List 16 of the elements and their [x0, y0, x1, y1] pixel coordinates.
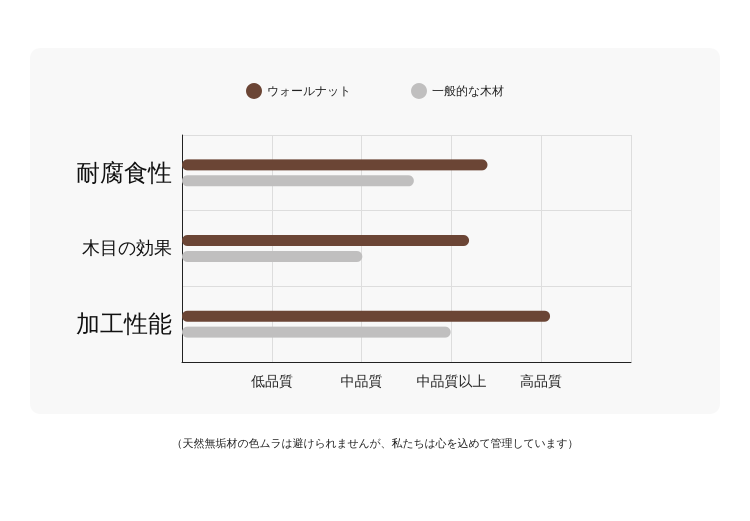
bar	[182, 235, 470, 246]
text: 中品質	[340, 374, 383, 390]
y-tick-label: 耐腐食性	[76, 158, 172, 187]
text: 高品質	[520, 374, 562, 390]
legend-label: 一般的な木材	[432, 84, 504, 98]
y-tick-label: 加工性能	[76, 310, 172, 338]
legend-label: ウォールナット	[267, 84, 351, 98]
bar	[182, 250, 362, 262]
bar	[182, 159, 488, 170]
bar	[182, 310, 550, 322]
text: 低品質	[250, 374, 293, 390]
text: 中品質以上	[416, 374, 486, 390]
bar	[182, 175, 414, 186]
y-tick-label: 木目の効果	[82, 238, 172, 259]
text: （天然無垢材の色ムラは避けられませんが、私たちは心を込めて管理しています）	[172, 437, 578, 450]
bar	[182, 326, 451, 338]
